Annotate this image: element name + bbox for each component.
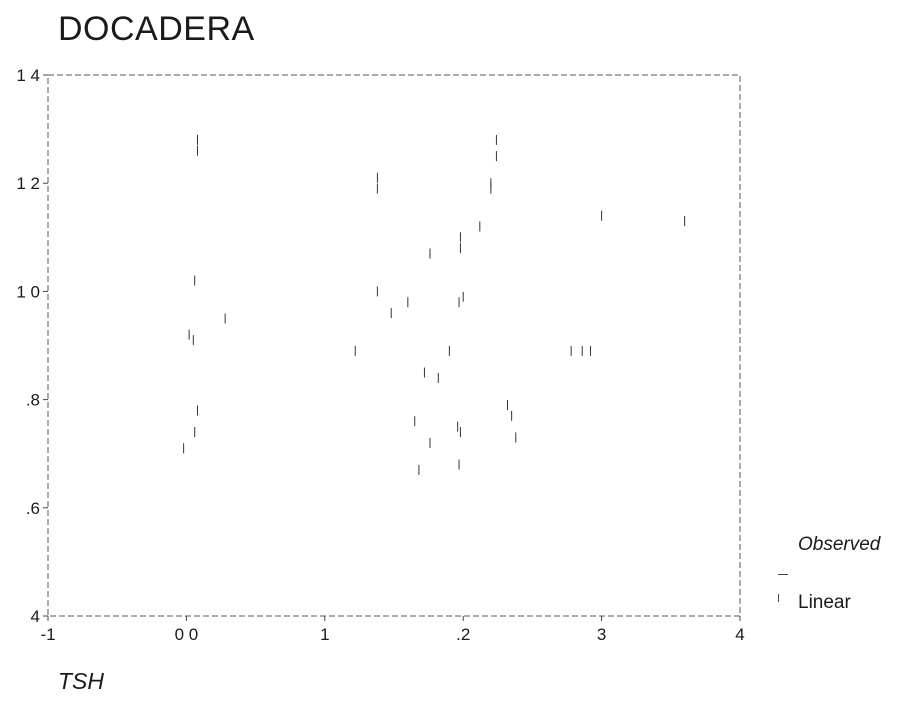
y-tick-label: .6 [26,499,40,518]
x-tick-label: 0 0 [175,625,199,644]
y-tick-label: 1 2 [16,174,40,193]
legend-swatch-linear [778,594,779,602]
legend-entry-observed: Observed [798,534,881,555]
x-axis: -1 0 0 1 .2 3 4 [40,616,745,644]
x-tick-label: -1 [40,625,55,644]
x-tick-label: 4 [735,625,744,644]
y-tick-label: .8 [26,391,40,410]
data-points [183,134,686,475]
x-axis-label: TSH [58,668,104,694]
x-tick-label: 3 [597,625,606,644]
plot-frame [47,74,741,617]
x-tick-label: 1 [320,625,329,644]
y-tick-label: 1 4 [16,66,40,85]
y-tick-label: 1 0 [16,282,40,301]
chart-title: DOCADERA [58,10,255,48]
x-tick-label: .2 [456,625,470,644]
y-tick-label: 4 [31,607,40,626]
legend-swatch-observed [778,574,788,575]
y-axis: 1 4 1 2 1 0 .8 .6 4 [16,66,48,626]
legend-entry-linear: Linear [798,592,851,613]
